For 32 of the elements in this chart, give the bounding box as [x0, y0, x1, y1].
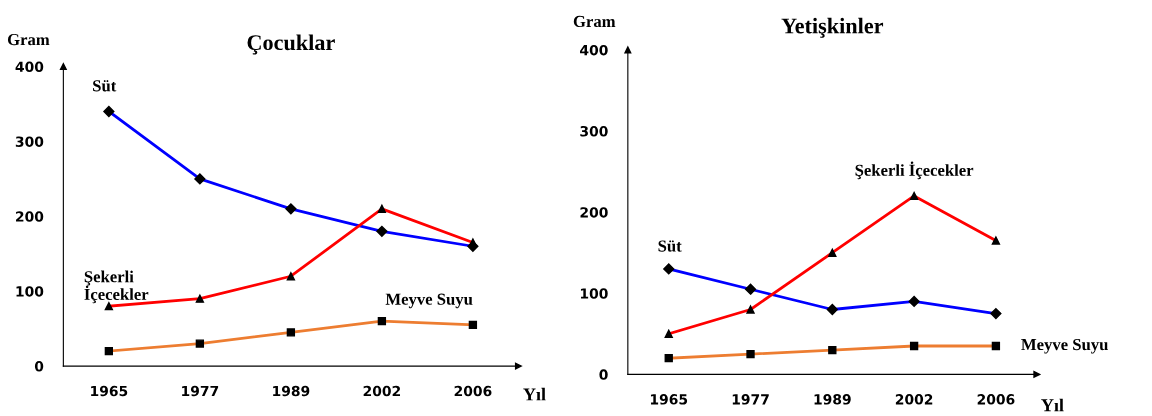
y-tick-label: 100 [16, 286, 44, 297]
x-tick-label: 1965 [650, 394, 688, 405]
x-tick-label: 2002 [895, 394, 933, 405]
series-label: Meyve Suyu [385, 293, 473, 309]
x-axis-title: Yıl [1041, 398, 1064, 412]
series-label: Süt [658, 240, 682, 252]
chart-title: Yetişkinler [781, 17, 884, 38]
y-tick-label: 0 [599, 369, 608, 380]
y-tick-label: 300 [15, 136, 44, 147]
series-label: Şekerli İçecekler [84, 270, 149, 304]
y-tick-label: 400 [580, 44, 608, 56]
y-tick-label: 100 [580, 288, 608, 299]
x-tick-label: 2006 [454, 385, 492, 397]
x-tick-label: 2002 [363, 385, 401, 397]
y-tick-label: 200 [580, 207, 608, 218]
x-tick-label: 1989 [273, 385, 310, 397]
chart-title: Çocuklar [247, 34, 335, 55]
y-tick-label: 0 [34, 361, 44, 372]
y-axis-title: Gram [7, 34, 50, 46]
y-axis-title: Gram [573, 15, 616, 28]
series-label: Süt [93, 80, 117, 92]
y-tick-label: 300 [580, 126, 608, 137]
y-tick-label: 200 [16, 211, 44, 222]
x-tick-label: 1965 [91, 385, 128, 397]
x-axis-title: Yıl [523, 387, 546, 401]
x-tick-label: 1977 [732, 394, 769, 405]
series-label: Meyve Suyu [1021, 338, 1108, 354]
x-tick-label: 2006 [977, 394, 1015, 405]
x-tick-label: 1977 [182, 385, 219, 397]
series-label: Şekerli İçecekler [855, 161, 974, 180]
x-tick-label: 1989 [814, 394, 851, 405]
y-tick-label: 400 [15, 61, 44, 73]
